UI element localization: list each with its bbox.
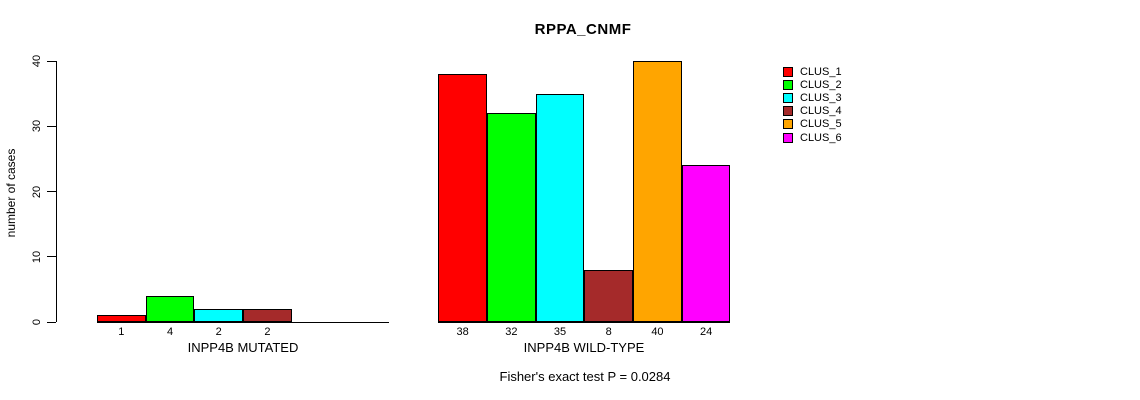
legend-label-clus_4: CLUS_4 (800, 105, 842, 118)
y-tick-label: 20 (31, 185, 43, 198)
y-tick-mark (47, 125, 56, 127)
y-tick-mark (47, 191, 56, 192)
bar-clus_2 (487, 113, 536, 322)
legend-swatch-clus_4 (783, 106, 793, 117)
bar-clus_1 (97, 315, 146, 322)
bar-clus_6 (681, 165, 731, 322)
legend-swatch-clus_6 (783, 132, 793, 143)
bar-value-label: 2 (264, 326, 271, 338)
bar-value-label: 32 (505, 326, 518, 338)
x-axis-group-label-mutated: INPP4B MUTATED (187, 340, 299, 355)
bar-clus_4 (243, 308, 292, 322)
y-tick-mark (47, 321, 56, 323)
x-axis-baseline (438, 322, 731, 323)
legend-label-clus_2: CLUS_2 (800, 79, 842, 92)
bar-clus_1 (438, 74, 487, 322)
legend-label-clus_5: CLUS_5 (800, 118, 842, 131)
bar-value-label: 8 (605, 326, 612, 338)
bar-value-label: 2 (215, 326, 222, 338)
bar-value-label: 38 (456, 326, 469, 338)
bar-clus_5 (633, 61, 682, 322)
legend-swatch-clus_2 (783, 80, 793, 91)
y-tick-label: 10 (31, 250, 43, 263)
legend-swatch-clus_3 (783, 93, 793, 104)
bar-clus_3 (535, 93, 585, 322)
bar-clus_4 (584, 269, 634, 322)
bar-value-label: 35 (553, 326, 567, 338)
legend-label-clus_6: CLUS_6 (800, 131, 842, 144)
y-tick-label: 0 (31, 318, 43, 326)
chart-title: RPPA_CNMF (534, 21, 632, 38)
bar-value-label: 24 (700, 326, 713, 338)
legend-label-clus_1: CLUS_1 (800, 66, 842, 78)
legend-swatch-clus_1 (783, 67, 793, 77)
bar-value-label: 40 (651, 326, 664, 338)
bar-clus_2 (145, 295, 195, 322)
y-axis-title: number of cases (4, 148, 18, 238)
legend-swatch-clus_5 (783, 119, 793, 130)
bar-value-label: 4 (166, 326, 174, 338)
y-tick-label: 40 (31, 54, 43, 68)
x-axis-group-label-wildtype: INPP4B WILD-TYPE (523, 340, 645, 355)
y-tick-label: 30 (31, 120, 43, 133)
x-axis-baseline (97, 322, 390, 323)
y-axis-line (56, 61, 57, 322)
bar-clus_3 (194, 308, 244, 322)
bar-value-label: 1 (118, 326, 125, 338)
y-tick-mark (47, 60, 56, 62)
fisher-test-annotation: Fisher's exact test P = 0.0284 (499, 369, 671, 384)
legend-label-clus_3: CLUS_3 (800, 92, 842, 105)
y-tick-mark (47, 256, 56, 258)
